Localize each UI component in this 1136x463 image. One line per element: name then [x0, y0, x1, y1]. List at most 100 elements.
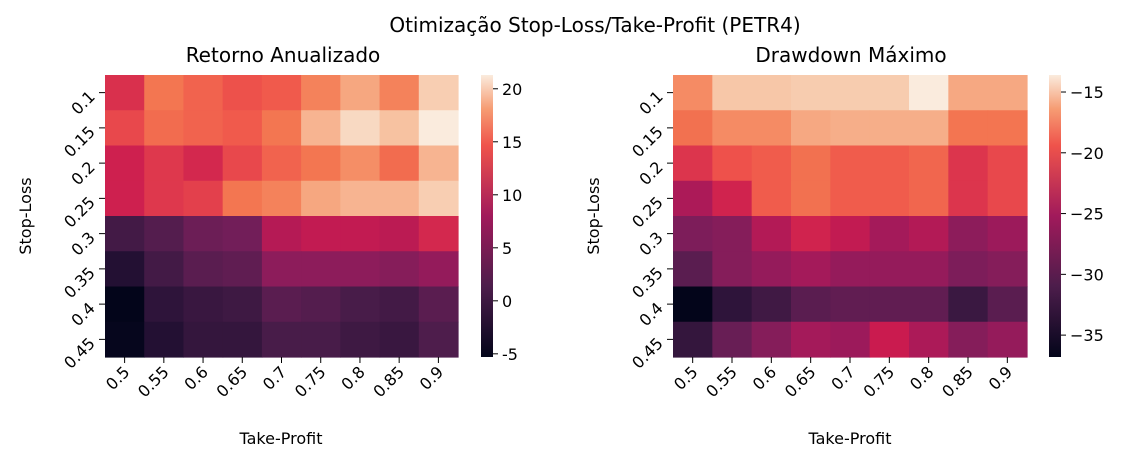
heatmap-cell-retorno-r6-c1 [144, 286, 185, 323]
colorbar-retorno [481, 75, 493, 357]
heatmap-cell-drawdown-r5-c4 [830, 251, 871, 288]
x-tick-label-drawdown-0: 0.5 [670, 362, 701, 393]
heatmap-cell-drawdown-r6-c5 [869, 286, 910, 323]
heatmap-cell-drawdown-r1-c3 [791, 110, 831, 147]
heatmap-cell-retorno-r5-c8 [418, 251, 459, 288]
colorbar-drawdown [1049, 75, 1061, 357]
heatmap-cell-drawdown-r6-c7 [948, 286, 989, 323]
heatmap-cell-drawdown-r1-c0 [673, 110, 713, 147]
heatmap-cell-retorno-r6-c3 [222, 286, 263, 323]
y-ticks-drawdown: 0.1 0.150.2 0.250.3 0.350.4 0.45 [628, 87, 673, 372]
heatmap-cell-drawdown-r5-c3 [791, 251, 831, 288]
colorbar-tick-label-drawdown-1: −20 [1070, 144, 1104, 163]
heatmap-cell-retorno-r7-c5 [301, 321, 341, 358]
heatmap-cell-drawdown-r7-c4 [830, 321, 871, 358]
heatmap-cell-drawdown-r7-c8 [987, 321, 1028, 358]
y-tick-label-retorno-4: 0.3 [67, 228, 98, 259]
y-tick-label-drawdown-0: 0.1 [635, 87, 666, 118]
heatmap-cell-drawdown-r1-c5 [869, 110, 910, 147]
x-tick-label-retorno-2: 0.6 [180, 362, 211, 393]
y-tick-label-retorno-5: 0.35 [60, 263, 99, 302]
y-tick-label-retorno-7: 0.45 [60, 334, 99, 373]
heatmap-cell-drawdown-r3-c5 [869, 180, 910, 217]
heatmap-cell-drawdown-r6-c6 [909, 286, 949, 323]
heatmap-cell-drawdown-r3-c6 [909, 180, 949, 217]
heatmap-cell-drawdown-r3-c2 [751, 180, 792, 217]
x-tick-label-retorno-3: 0.65 [212, 362, 251, 401]
y-tick-label-drawdown-3: 0.25 [628, 193, 667, 232]
heatmap-cell-retorno-r0-c2 [183, 75, 224, 111]
heatmap-cell-drawdown-r5-c6 [909, 251, 949, 288]
heatmap-cell-retorno-r3-c5 [301, 180, 341, 217]
heatmap-cell-retorno-r3-c6 [340, 180, 381, 217]
heatmap-cell-drawdown-r6-c1 [712, 286, 753, 323]
heatmap-cell-drawdown-r7-c1 [712, 321, 753, 358]
y-tick-label-retorno-2: 0.2 [67, 158, 98, 189]
heatmap-cell-drawdown-r5-c0 [673, 251, 713, 288]
heatmap-cell-retorno-r5-c0 [105, 251, 145, 288]
heatmap-cell-retorno-r4-c3 [222, 216, 263, 252]
heatmap-cell-retorno-r3-c1 [144, 180, 185, 217]
heatmap-cell-retorno-r1-c6 [340, 110, 381, 147]
y-tick-label-drawdown-4: 0.3 [635, 228, 666, 259]
heatmap-cell-drawdown-r7-c2 [751, 321, 792, 358]
heatmap-cell-drawdown-r2-c8 [987, 145, 1028, 182]
colorbar-tick-label-drawdown-3: −30 [1070, 265, 1104, 284]
y-tick-label-retorno-1: 0.15 [60, 122, 99, 161]
heatmap-cell-retorno-r7-c4 [261, 321, 302, 358]
heatmap-cell-retorno-r4-c2 [183, 216, 224, 252]
heatmap-cell-retorno-r6-c8 [418, 286, 459, 323]
heatmap-cell-retorno-r5-c5 [301, 251, 341, 288]
x-tick-label-drawdown-2: 0.6 [749, 362, 780, 393]
heatmap-cell-retorno-r1-c4 [261, 110, 302, 147]
heatmap-cell-retorno-r7-c8 [418, 321, 459, 358]
x-tick-label-drawdown-4: 0.7 [827, 362, 858, 393]
heatmap-cell-retorno-r1-c2 [183, 110, 224, 147]
heatmap-cells-drawdown [673, 75, 1028, 358]
x-tick-label-drawdown-5: 0.75 [860, 362, 899, 401]
heatmap-cell-drawdown-r4-c2 [751, 216, 792, 252]
heatmap-cell-retorno-r0-c8 [418, 75, 459, 111]
heatmap-cell-drawdown-r5-c8 [987, 251, 1028, 288]
heatmap-cell-drawdown-r6-c2 [751, 286, 792, 323]
y-tick-label-drawdown-7: 0.45 [628, 334, 667, 373]
heatmap-cell-drawdown-r2-c2 [751, 145, 792, 182]
heatmap-cell-drawdown-r7-c7 [948, 321, 989, 358]
heatmap-cell-drawdown-r4-c0 [673, 216, 713, 252]
heatmap-cell-drawdown-r1-c8 [987, 110, 1028, 147]
heatmap-cell-drawdown-r4-c8 [987, 216, 1028, 252]
x-tick-label-drawdown-6: 0.8 [906, 362, 937, 393]
heatmap-cell-retorno-r2-c3 [222, 145, 263, 182]
heatmap-cell-drawdown-r7-c3 [791, 321, 831, 358]
heatmap-cell-drawdown-r7-c6 [909, 321, 949, 358]
heatmap-cell-drawdown-r0-c0 [673, 75, 713, 111]
heatmap-retorno-anualizado: Retorno Anualizado 0.5 0.55 0.6 0.65 0.7 0.75… [16, 43, 522, 448]
heatmap-cell-drawdown-r1-c6 [909, 110, 949, 147]
x-tick-label-drawdown-1: 0.55 [702, 362, 741, 401]
y-tick-label-retorno-0: 0.1 [67, 87, 98, 118]
heatmap-cell-retorno-r1-c8 [418, 110, 459, 147]
heatmap-cell-retorno-r2-c0 [105, 145, 145, 182]
heatmap-cell-retorno-r6-c6 [340, 286, 381, 323]
heatmap-cell-retorno-r2-c2 [183, 145, 224, 182]
heatmap-cell-drawdown-r4-c7 [948, 216, 989, 252]
heatmap-cell-retorno-r0-c6 [340, 75, 381, 111]
heatmap-cell-retorno-r3-c3 [222, 180, 263, 217]
heatmap-cell-retorno-r5-c4 [261, 251, 302, 288]
x-tick-label-retorno-7: 0.85 [369, 362, 408, 401]
panel-title-drawdown: Drawdown Máximo [755, 43, 946, 67]
heatmap-cell-drawdown-r6-c3 [791, 286, 831, 323]
y-tick-label-drawdown-6: 0.4 [635, 299, 666, 330]
heatmap-cell-retorno-r3-c7 [379, 180, 420, 217]
heatmap-cell-drawdown-r1-c1 [712, 110, 753, 147]
colorbar-ticks-drawdown: −15 −20 −25 −30 −35 [1061, 83, 1104, 345]
colorbar-tick-label-retorno-4: 0 [502, 292, 512, 311]
heatmap-cell-drawdown-r0-c4 [830, 75, 871, 111]
heatmap-cell-retorno-r3-c0 [105, 180, 145, 217]
heatmap-cell-drawdown-r0-c1 [712, 75, 753, 111]
heatmap-cell-drawdown-r4-c6 [909, 216, 949, 252]
heatmap-cell-retorno-r4-c0 [105, 216, 145, 252]
heatmap-cell-retorno-r7-c0 [105, 321, 145, 358]
y-axis-label-retorno: Stop-Loss [16, 177, 35, 254]
heatmap-cell-retorno-r7-c3 [222, 321, 263, 358]
